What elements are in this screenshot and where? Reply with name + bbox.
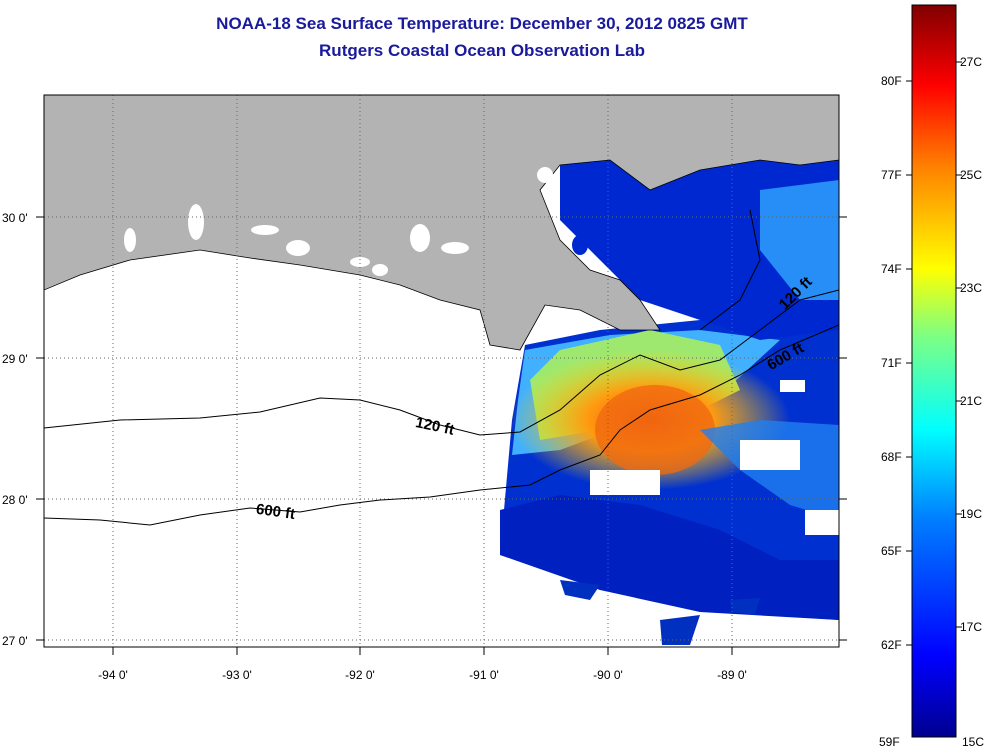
sst-data-swath	[500, 150, 839, 645]
lon-label-90: -90 0'	[593, 668, 623, 682]
lon-label-91: -91 0'	[469, 668, 499, 682]
lat-label-30: 30 0'	[2, 211, 28, 225]
map-panel	[44, 95, 839, 647]
cb-f-65: 65F	[881, 544, 902, 558]
isobath-120-line	[44, 289, 839, 436]
cb-c-15: 15C	[962, 735, 984, 749]
axis-ticks	[36, 216, 847, 655]
cb-c-27: 27C	[960, 55, 982, 69]
map-border	[43, 94, 840, 648]
cb-c-17: 17C	[960, 620, 982, 634]
grid-lines	[44, 95, 839, 647]
lat-label-27: 27 0'	[2, 634, 28, 648]
cb-f-62: 62F	[881, 638, 902, 652]
map-title: NOAA-18 Sea Surface Temperature: Decembe…	[216, 14, 748, 33]
lon-label-92: -92 0'	[345, 668, 375, 682]
cb-f-74: 74F	[881, 262, 902, 276]
lon-label-93: -93 0'	[222, 668, 252, 682]
lat-label-29: 29 0'	[2, 352, 28, 366]
cb-f-68: 68F	[881, 450, 902, 464]
isobath-600-line	[44, 324, 839, 526]
cb-f-80: 80F	[881, 74, 902, 88]
map-subtitle: Rutgers Coastal Ocean Observation Lab	[319, 41, 645, 60]
colorbar-ticks	[906, 61, 962, 646]
isobath-120-east-line	[699, 209, 761, 331]
cb-f-77: 77F	[881, 168, 902, 182]
colorbar-f-labels: 80F 77F 74F 71F 68F 65F 62F 59F	[879, 74, 902, 749]
cb-f-71: 71F	[881, 356, 902, 370]
cb-f-59: 59F	[879, 735, 900, 749]
cb-c-23: 23C	[960, 281, 982, 295]
land-mass	[44, 95, 839, 351]
colorbar	[911, 4, 957, 738]
lon-label-89: -89 0'	[717, 668, 747, 682]
cb-c-19: 19C	[960, 507, 982, 521]
colorbar-c-labels: 27C 25C 23C 21C 19C 17C 15C	[960, 55, 984, 749]
cb-c-25: 25C	[960, 168, 982, 182]
lon-label-94: -94 0'	[98, 668, 128, 682]
cb-c-21: 21C	[960, 394, 982, 408]
contour-label-600: 600 ft	[255, 501, 296, 523]
lat-label-28: 28 0'	[2, 493, 28, 507]
land-lakes	[124, 167, 553, 276]
